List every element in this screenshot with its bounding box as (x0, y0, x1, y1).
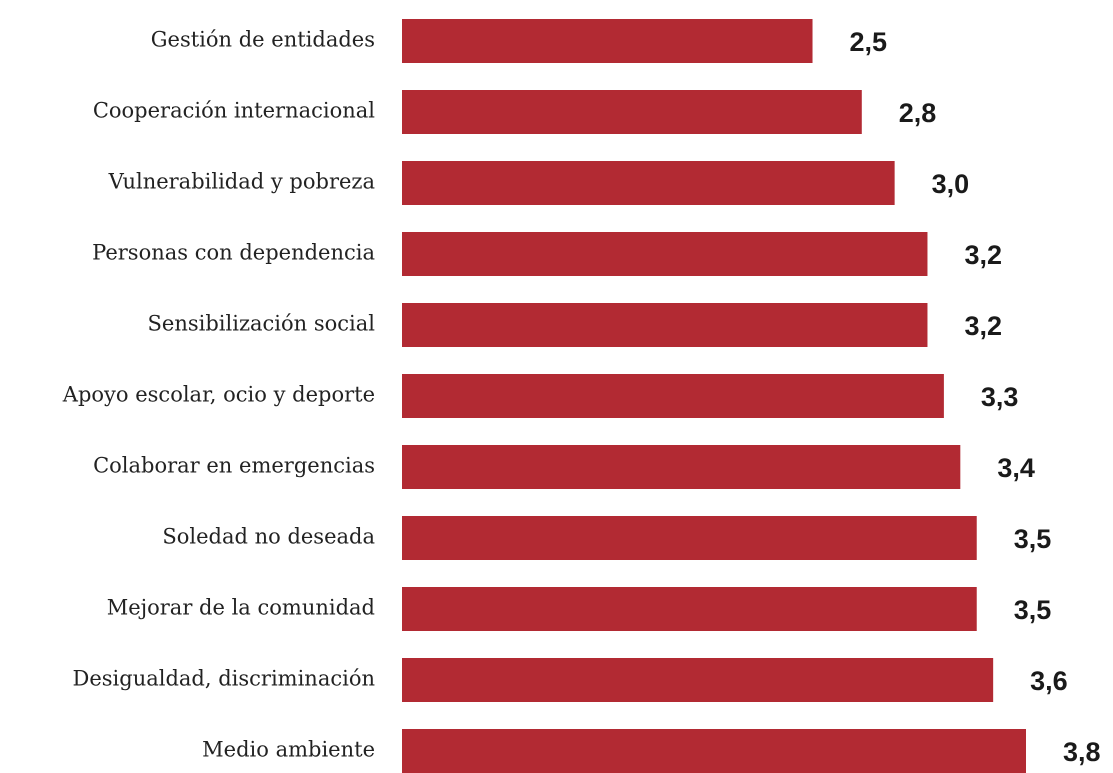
category-label: Colaborar en emergencias (93, 454, 375, 478)
value-label: 3,6 (1030, 666, 1068, 696)
value-label: 3,5 (1014, 595, 1052, 625)
bar (402, 516, 977, 560)
value-label: 3,3 (981, 382, 1019, 412)
value-label: 3,5 (1014, 524, 1052, 554)
bar (402, 445, 961, 489)
value-label: 2,8 (899, 98, 937, 128)
bar (402, 232, 928, 276)
bar (402, 303, 928, 347)
bar (402, 19, 813, 63)
category-label: Mejorar de la comunidad (107, 596, 375, 620)
value-label: 3,2 (964, 240, 1002, 270)
value-label: 3,0 (932, 169, 970, 199)
bar (402, 658, 994, 702)
value-label: 3,4 (997, 453, 1035, 483)
category-label: Vulnerabilidad y pobreza (108, 170, 375, 194)
category-label: Desigualdad, discriminación (73, 667, 376, 691)
category-label: Personas con dependencia (92, 241, 375, 265)
category-label: Medio ambiente (202, 738, 375, 762)
bar (402, 90, 862, 134)
category-label: Gestión de entidades (151, 28, 375, 52)
category-label: Sensibilización social (148, 312, 376, 336)
bar (402, 374, 944, 418)
category-label: Soledad no deseada (162, 525, 375, 549)
bar (402, 161, 895, 205)
category-label: Cooperación internacional (93, 99, 375, 123)
bar (402, 587, 977, 631)
value-label: 2,5 (850, 27, 888, 57)
bar (402, 729, 1026, 773)
category-label: Apoyo escolar, ocio y deporte (62, 383, 375, 407)
value-label: 3,2 (964, 311, 1002, 341)
value-label: 3,8 (1063, 737, 1101, 767)
